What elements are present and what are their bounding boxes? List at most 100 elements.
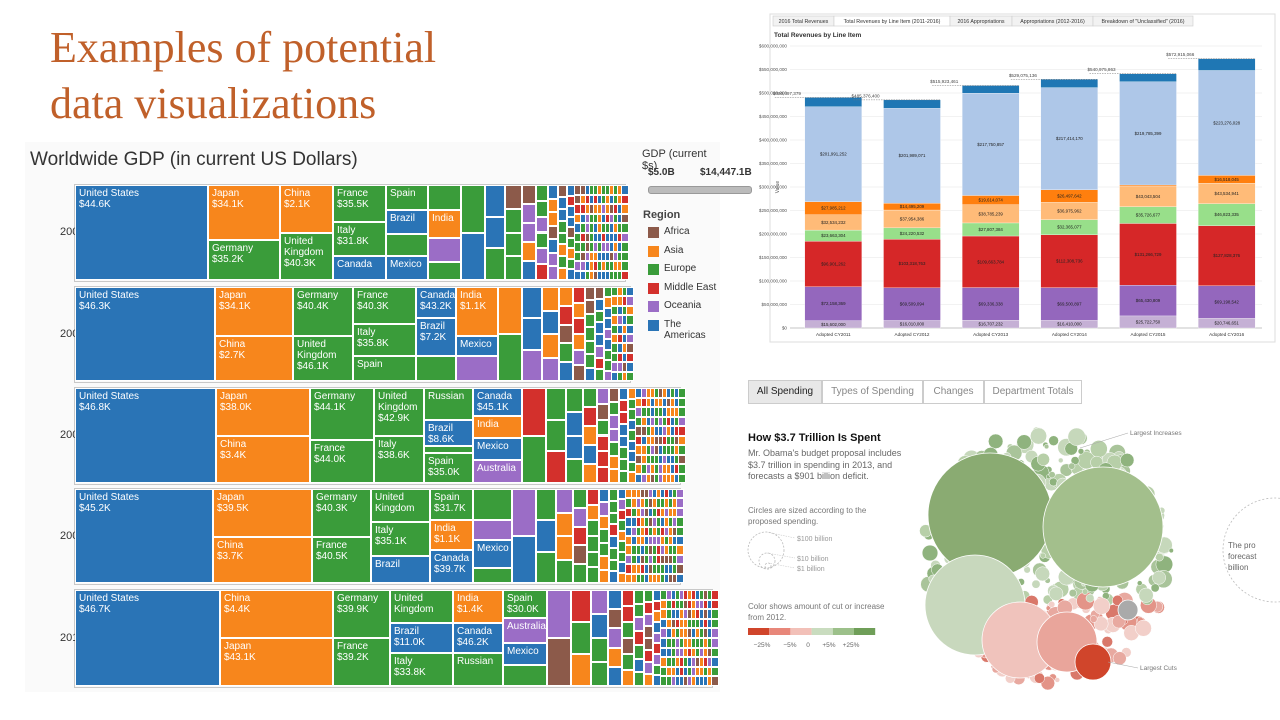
treemap-cell: Germany $39.9K [333, 590, 390, 638]
treemap-cell: Spain $31.7K [430, 489, 473, 520]
value-label: $32,365,077 [1057, 225, 1082, 230]
treemap-cell [548, 185, 559, 199]
chart-tab[interactable]: 2016 Total Revenues [772, 15, 835, 27]
treemap-cell [546, 388, 567, 420]
color-swatch [832, 628, 854, 635]
treemap-cell: Germany $40.4K [293, 287, 353, 336]
cell-name: India [434, 523, 456, 534]
treemap-cell: Italy $35.8K [353, 324, 416, 356]
treemap-cell: Canada $46.2K [453, 623, 503, 653]
treemap-cell: Germany $44.1K [310, 388, 374, 440]
cell-value: $31.8K [337, 236, 369, 247]
cell-value: $38.6K [378, 450, 410, 461]
cell-value: $40.4K [297, 301, 329, 312]
cell-name: Japan [224, 641, 252, 652]
treemap-cell [536, 185, 549, 201]
chart-tab[interactable]: Appropriations (2012-2016) [1011, 15, 1094, 27]
treemap-cell [585, 300, 596, 314]
cell-value: $40.3K [316, 503, 348, 514]
treemap-cell [558, 232, 567, 245]
treemap-cell [675, 536, 684, 546]
treemap-cell: United Kingdom [371, 489, 430, 522]
tab[interactable]: All Spending [748, 380, 822, 404]
value-label: $27,985,212 [821, 206, 846, 211]
bar-segment [962, 85, 1020, 94]
treemap-cell [677, 407, 686, 417]
y-tick-label: $0 [782, 326, 788, 331]
treemap-cell [634, 672, 645, 686]
value-label: $201,991,252 [820, 152, 847, 157]
cell-value: $43.1K [224, 652, 256, 663]
value-label: $69,198,542 [1214, 299, 1239, 304]
treemap-cell: France $40.3K [353, 287, 416, 324]
treemap-cell [622, 670, 635, 686]
bubble [1112, 651, 1127, 666]
treemap-cell: Italy $38.6K [374, 436, 424, 483]
cell-value: $4.4K [224, 604, 251, 615]
value-label: $32,534,232 [821, 220, 846, 225]
value-label: $201,989,071 [899, 153, 926, 158]
treemap-cell: Mexico [503, 643, 547, 665]
cell-name: United States [79, 391, 140, 402]
treemap-cell [591, 590, 609, 614]
treemap-cell [473, 489, 512, 520]
treemap-cell [566, 435, 584, 460]
treemap-cell [677, 435, 686, 445]
tab-label: Total Revenues by Line Item (2011-2016) [844, 19, 941, 25]
treemap-cell [609, 401, 620, 416]
chart-tab[interactable]: Breakdown of "Unclassified" (2016) [1092, 15, 1194, 27]
cell-name: United Kingdom [284, 236, 324, 258]
treemap-cell [677, 445, 686, 455]
treemap-cell [622, 622, 635, 638]
value-label: $109,663,784 [977, 259, 1004, 264]
treemap-cell [644, 590, 653, 602]
treemap-cell [573, 318, 586, 334]
treemap-cell [609, 428, 620, 443]
treemap-cell: Japan $34.1K [208, 185, 280, 240]
cell-value: $40.5K [316, 551, 348, 562]
treemap-cell [609, 415, 620, 429]
treemap-cell: Japan $39.5K [213, 489, 312, 537]
y-tick-label: $300,000,000 [759, 185, 788, 190]
cell-name: Germany [297, 290, 339, 301]
chart-tab[interactable]: Total Revenues by Line Item (2011-2016) [833, 15, 951, 27]
tab[interactable]: Types of Spending [822, 380, 923, 404]
value-label: $24,220,532 [900, 231, 925, 236]
cell-name: Canada [457, 626, 493, 637]
treemap-cell: France $39.2K [333, 638, 390, 686]
cell-name: Italy [357, 327, 376, 338]
legend-swatch [648, 227, 659, 238]
treemap-cell [522, 349, 543, 381]
tab[interactable]: Changes [923, 380, 984, 404]
cell-value: $1.4K [457, 604, 484, 615]
treemap-cell [620, 242, 629, 252]
value-label: $14,495,209 [900, 204, 925, 209]
treemap-cell [522, 261, 537, 280]
treemap-cell: United Kingdom [390, 590, 453, 623]
treemap-cell [522, 204, 537, 223]
treemap-cell [556, 512, 574, 536]
bar-segment [1119, 81, 1177, 186]
chart-tab[interactable]: 2016 Appropriations [949, 15, 1013, 27]
legend-swatch [648, 245, 659, 257]
treemap-cell [620, 261, 629, 271]
treemap-cell [644, 626, 653, 638]
cell-name: Spain [390, 188, 416, 199]
treemap-cell: Mexico [473, 540, 512, 568]
bubble [1068, 462, 1076, 470]
bubble [1039, 552, 1046, 559]
treemap-cell [585, 367, 596, 381]
tab[interactable]: Department Totals [984, 380, 1082, 404]
cell-name: Australia [477, 463, 516, 474]
total-label: $515,923,461 [930, 79, 959, 84]
treemap-cell: India $1.1K [430, 520, 473, 550]
cell-name: China [224, 593, 251, 604]
size-slider[interactable] [648, 186, 752, 194]
treemap-cell [587, 520, 600, 536]
tab-label: 2016 Appropriations [957, 19, 1004, 25]
treemap-cell [585, 340, 596, 355]
treemap-cell [625, 296, 634, 306]
treemap-cell [675, 573, 684, 583]
y-tick-label: $450,000,000 [759, 114, 788, 119]
